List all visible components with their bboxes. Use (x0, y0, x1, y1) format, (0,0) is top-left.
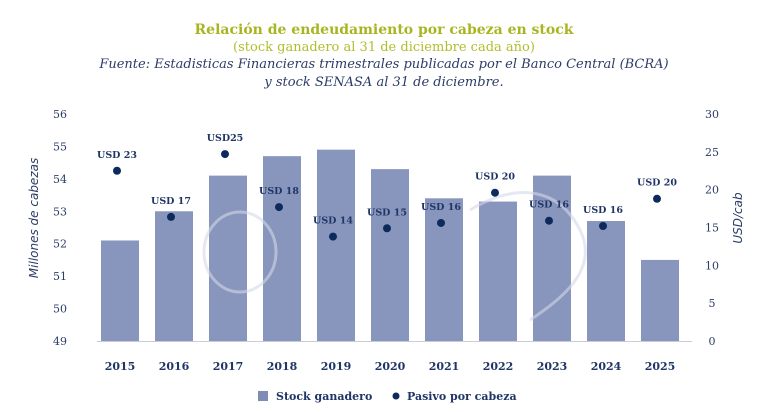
point-2025 (653, 194, 661, 203)
bar-2019 (317, 149, 355, 341)
bar-2025 (641, 259, 679, 341)
data-label-2018: USD 18 (259, 186, 299, 197)
data-label-2020: USD 15 (367, 207, 407, 218)
data-label-2017: USD25 (207, 133, 244, 144)
chart-subtitle: (stock ganadero al 31 de diciembre cada … (233, 40, 535, 55)
x-tick-2018: 2018 (267, 360, 298, 373)
bar-2020 (371, 169, 409, 341)
bar-2021 (425, 198, 463, 341)
x-tick-2015: 2015 (105, 360, 136, 373)
x-tick-2025: 2025 (645, 360, 676, 373)
y-right-tick-10: 10 (705, 259, 719, 272)
chart-source-line-1: Fuente: Estadisticas Financieras trimest… (99, 57, 669, 72)
y-left-tick-53: 53 (53, 205, 67, 218)
bar-2022 (479, 201, 517, 341)
x-tick-2020: 2020 (375, 360, 406, 373)
point-2017 (221, 150, 229, 159)
point-2019 (329, 232, 337, 241)
bar-2016 (155, 211, 193, 341)
point-2018 (275, 203, 283, 212)
y-left-tick-50: 50 (53, 303, 67, 316)
y-right-tick-20: 20 (705, 184, 719, 197)
point-2020 (383, 224, 391, 233)
bar-2018 (263, 156, 301, 341)
legend-pasivo-por-cabeza: Pasivo por cabeza (407, 390, 517, 403)
bar-2024 (587, 221, 625, 341)
y-left-label: Millones de cabezas (27, 158, 41, 278)
data-label-2015: USD 23 (97, 150, 137, 161)
y-left-tick-56: 56 (53, 108, 67, 121)
legend-bar-swatch (258, 391, 268, 401)
y-left-tick-49: 49 (53, 335, 67, 348)
chart-source-line-2: y stock SENASA al 31 de diciembre. (264, 75, 504, 90)
chart-title: Relación de endeudamiento por cabeza en … (194, 22, 574, 38)
data-label-2024: USD 16 (583, 205, 623, 216)
y-right-tick-0: 0 (709, 335, 716, 348)
x-tick-2023: 2023 (537, 360, 568, 373)
watermark-logo-ring (202, 210, 278, 294)
y-left-tick-51: 51 (53, 270, 67, 283)
data-label-2025: USD 20 (637, 178, 677, 189)
point-2024 (599, 221, 607, 230)
x-tick-2019: 2019 (321, 360, 352, 373)
legend-stock-ganadero: Stock ganadero (276, 390, 372, 403)
point-2015 (113, 166, 121, 175)
y-right-label: USD/cab (731, 192, 745, 244)
x-tick-2021: 2021 (429, 360, 460, 373)
data-label-2023: USD 16 (529, 200, 569, 211)
y-right-tick-30: 30 (705, 108, 719, 121)
y-left-tick-54: 54 (53, 173, 67, 186)
watermark-logo-bull (469, 191, 587, 322)
x-tick-2024: 2024 (591, 360, 622, 373)
y-right-tick-25: 25 (705, 146, 719, 159)
y-left-tick-55: 55 (53, 140, 67, 153)
bar-2017 (209, 175, 247, 341)
point-2021 (437, 218, 445, 227)
data-label-2019: USD 14 (313, 216, 353, 227)
data-label-2022: USD 20 (475, 172, 515, 183)
y-right-tick-15: 15 (705, 222, 719, 235)
bar-2015 (101, 240, 139, 341)
y-right-tick-5: 5 (709, 297, 716, 310)
x-tick-2017: 2017 (213, 360, 244, 373)
point-2016 (167, 212, 175, 221)
data-label-2016: USD 17 (151, 196, 191, 207)
x-tick-2016: 2016 (159, 360, 190, 373)
y-left-tick-52: 52 (53, 238, 67, 251)
legend-dot-swatch (392, 392, 400, 400)
x-tick-2022: 2022 (483, 360, 514, 373)
point-2022 (491, 188, 499, 197)
data-label-2021: USD 16 (421, 202, 461, 213)
point-2023 (545, 216, 553, 225)
